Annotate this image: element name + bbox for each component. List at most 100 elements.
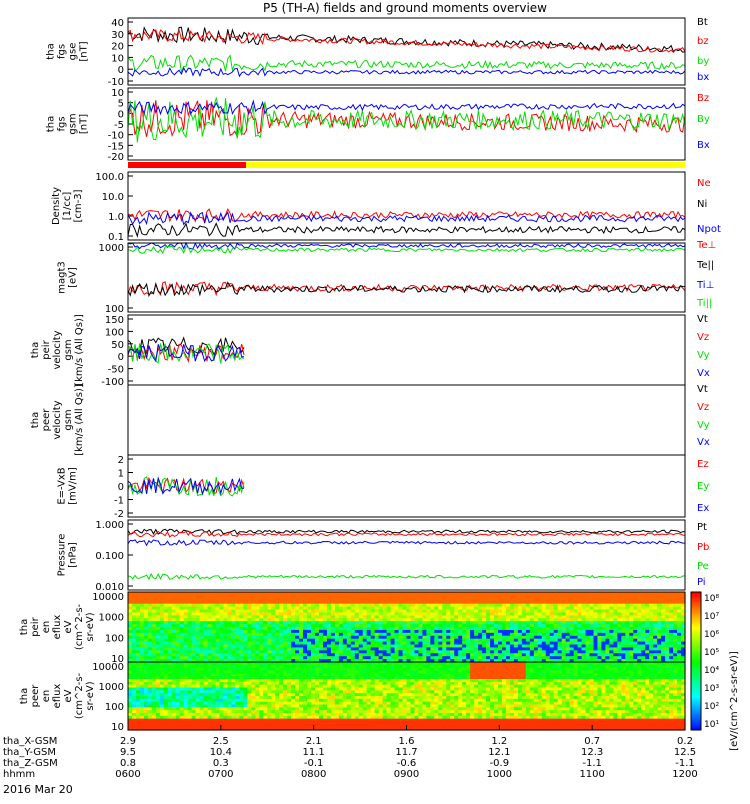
series-bx bbox=[128, 68, 685, 76]
ylabel-fgs_gsm: thafgsgsm[nT] bbox=[46, 113, 90, 134]
ytick-label: 10.0 bbox=[102, 192, 124, 203]
ytick-label: 10000 bbox=[92, 662, 124, 673]
ytick-label: 150 bbox=[105, 315, 124, 326]
ytick-label: 2 bbox=[118, 455, 124, 466]
ytick-label: 1.000 bbox=[95, 520, 124, 531]
legend-bz: bz bbox=[697, 36, 709, 47]
legend-Vx: Vx bbox=[697, 368, 710, 379]
ylabel-line: tha bbox=[30, 342, 41, 358]
legend-Te⊥: Te⊥ bbox=[696, 240, 716, 251]
legend-Bz: Bz bbox=[697, 93, 709, 104]
ylabel-line: eV bbox=[63, 689, 74, 702]
ylabel-line: peer bbox=[41, 408, 52, 432]
legend-Bt: Bt bbox=[697, 17, 708, 28]
ylabel-line: en bbox=[41, 690, 52, 703]
ylabel-line: (cm^2-s- bbox=[74, 603, 85, 650]
ylabel-line: velocity bbox=[52, 330, 63, 369]
legend-by: by bbox=[697, 56, 709, 67]
legend-Vt: Vt bbox=[697, 314, 708, 325]
panel-peer_velocity: thapeervelocitygsm[km/s (All Qs)]VtVzVyV… bbox=[30, 384, 710, 456]
ytick-label: 30 bbox=[111, 30, 124, 41]
legend-Vy: Vy bbox=[697, 420, 710, 431]
ytick-label: -15 bbox=[108, 141, 124, 152]
ytick-label: -10 bbox=[108, 131, 124, 142]
ylabel-line: eV bbox=[63, 620, 74, 633]
ylabel-line: gsm bbox=[63, 339, 74, 360]
ytick-label: -2 bbox=[114, 509, 124, 520]
ylabel-line: gsm bbox=[68, 113, 79, 134]
ytick-label: 1000 bbox=[99, 613, 124, 624]
ytick-label: 0.100 bbox=[95, 551, 124, 562]
legend-Pi: Pi bbox=[697, 577, 706, 588]
panel-peir_spectrogram: thapeirenefluxeV(cm^2-s-sr-eV)1000010001… bbox=[19, 592, 686, 665]
ytick-label: -100 bbox=[101, 377, 124, 388]
ylabel-line: tha bbox=[30, 412, 41, 428]
ytick-label: 100 bbox=[105, 327, 124, 338]
ytick-label: 1000 bbox=[99, 243, 124, 254]
panel-frame bbox=[128, 18, 685, 85]
series-Pe bbox=[128, 574, 685, 579]
ytick-label: 1.0 bbox=[108, 212, 124, 223]
ylabel-line: [mV/m] bbox=[68, 467, 79, 505]
plot-title: P5 (TH-A) fields and ground moments over… bbox=[263, 1, 547, 15]
legend-Pe: Pe bbox=[697, 561, 709, 572]
ytick-label: 20 bbox=[111, 42, 124, 53]
ylabel-line: gsm bbox=[63, 409, 74, 430]
ylabel-line: Pressure bbox=[57, 534, 68, 577]
ytick-label: 40 bbox=[111, 18, 124, 29]
ylabel-line: eflux bbox=[52, 684, 63, 709]
ylabel-peir_spectrogram: thapeirenefluxeV(cm^2-s-sr-eV) bbox=[19, 603, 96, 650]
ytick-label: 10 bbox=[111, 88, 124, 99]
series-Npot bbox=[128, 212, 685, 224]
legend-Pb: Pb bbox=[697, 542, 709, 553]
series-by bbox=[128, 55, 685, 71]
ylabel-temperature: magt3[eV] bbox=[57, 261, 79, 294]
ytick-label: -50 bbox=[108, 365, 124, 376]
legend-bx: bx bbox=[697, 72, 709, 83]
legend-Ez: Ez bbox=[697, 459, 709, 470]
legend-Vz: Vz bbox=[697, 402, 709, 413]
legend-Vx: Vx bbox=[697, 437, 710, 448]
ylabel-density: Density[1/cc][cm-3] bbox=[51, 187, 84, 225]
ylabel-line: Density bbox=[51, 187, 62, 225]
series-Ti⊥ bbox=[128, 243, 685, 249]
ylabel-line: velocity bbox=[52, 400, 63, 439]
panel-density: Density[1/cc][cm-3]100.010.01.00.1NeNiNp… bbox=[51, 172, 721, 243]
ytick-label: 100.0 bbox=[95, 172, 124, 183]
legend-Vy: Vy bbox=[697, 350, 710, 361]
ylabel-line: [km/s (All Qs)] bbox=[74, 314, 85, 386]
ytick-label: 10000 bbox=[92, 592, 124, 603]
series-Bt bbox=[128, 27, 685, 52]
legend-Npot: Npot bbox=[697, 224, 721, 235]
ytick-label: 10 bbox=[111, 53, 124, 64]
ytick-label: 50 bbox=[111, 340, 124, 351]
ytick-label: 10 bbox=[111, 722, 124, 733]
legend-Ey: Ey bbox=[697, 481, 709, 492]
ylabel-line: tha bbox=[19, 688, 30, 704]
ylabel-line: E=-VxB bbox=[57, 467, 68, 504]
ylabel-line: [nPa] bbox=[68, 542, 79, 568]
ytick-label: 0.1 bbox=[108, 232, 124, 243]
ylabel-line: sr-eV) bbox=[85, 681, 96, 710]
ylabel-line: tha bbox=[46, 116, 57, 132]
ytick-label: 0 bbox=[118, 482, 124, 493]
ylabel-efield: E=-VxB[mV/m] bbox=[57, 467, 79, 505]
panel-peir_velocity: thapeirvelocitygsm[km/s (All Qs)]1501005… bbox=[30, 314, 710, 388]
ylabel-line: peer bbox=[30, 684, 41, 708]
panel-frame bbox=[128, 385, 685, 455]
ylabel-line: tha bbox=[19, 619, 30, 635]
ylabel-pressure: Pressure[nPa] bbox=[57, 534, 79, 577]
ylabel-line: magt3 bbox=[57, 261, 68, 294]
legend-Ti⊥: Ti⊥ bbox=[696, 280, 714, 291]
ylabel-line: [nT] bbox=[79, 41, 90, 61]
ylabel-line: [1/cc] bbox=[62, 192, 73, 221]
ytick-label: 0 bbox=[118, 109, 124, 120]
ylabel-line: [km/s (All Qs)] bbox=[74, 384, 85, 456]
ylabel-peer_spectrogram: thapeerenefluxeV(cm^2-s-sr-eV) bbox=[19, 672, 96, 719]
legend-Pt: Pt bbox=[697, 522, 707, 533]
ytick-label: 0 bbox=[118, 352, 124, 363]
panel-peer_spectrogram: thapeerenefluxeV(cm^2-s-sr-eV)1000010001… bbox=[19, 662, 686, 733]
